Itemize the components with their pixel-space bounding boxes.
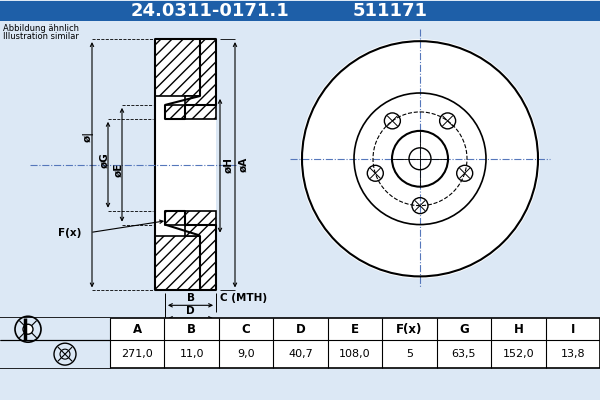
Text: 108,0: 108,0 [339,349,371,359]
Text: I: I [571,323,575,336]
Text: 9,0: 9,0 [237,349,255,359]
Bar [0,318,110,368]
Text: 511171: 511171 [353,2,427,20]
Text: ø|: ø| [83,131,94,142]
Text: 5: 5 [406,349,413,359]
Text: øE: øE [113,162,123,177]
Text: øA: øA [238,157,248,172]
Text: F(x): F(x) [58,228,82,238]
Bar [0,318,600,368]
Text: 13,8: 13,8 [560,349,585,359]
Text: 40,7: 40,7 [288,349,313,359]
Polygon shape [155,39,200,96]
Text: C (MTH): C (MTH) [220,293,267,303]
Text: G: G [459,323,469,336]
Text: 271,0: 271,0 [121,349,153,359]
Text: A: A [133,323,142,336]
Polygon shape [155,236,200,290]
Text: Abbildung ähnlich: Abbildung ähnlich [3,24,79,33]
Polygon shape [185,224,216,290]
Circle shape [300,39,540,278]
Polygon shape [185,105,216,119]
Bar [155,39,216,290]
Text: øH: øH [223,157,233,173]
Polygon shape [185,211,216,224]
Bar [0,1,600,21]
Text: C: C [242,323,250,336]
Text: 63,5: 63,5 [452,349,476,359]
Text: D: D [296,323,305,336]
Text: øG: øG [99,152,109,168]
Text: 11,0: 11,0 [179,349,204,359]
Text: H: H [514,323,523,336]
Polygon shape [165,211,185,224]
Text: F(x): F(x) [396,323,422,336]
Text: B: B [187,323,196,336]
Circle shape [23,324,33,334]
Text: E: E [351,323,359,336]
Text: B: B [187,293,194,303]
Text: D: D [186,306,195,316]
Text: 24.0311-0171.1: 24.0311-0171.1 [131,2,289,20]
Polygon shape [165,105,185,119]
Text: 152,0: 152,0 [503,349,534,359]
Polygon shape [185,39,216,105]
Text: Illustration similar: Illustration similar [3,32,79,41]
